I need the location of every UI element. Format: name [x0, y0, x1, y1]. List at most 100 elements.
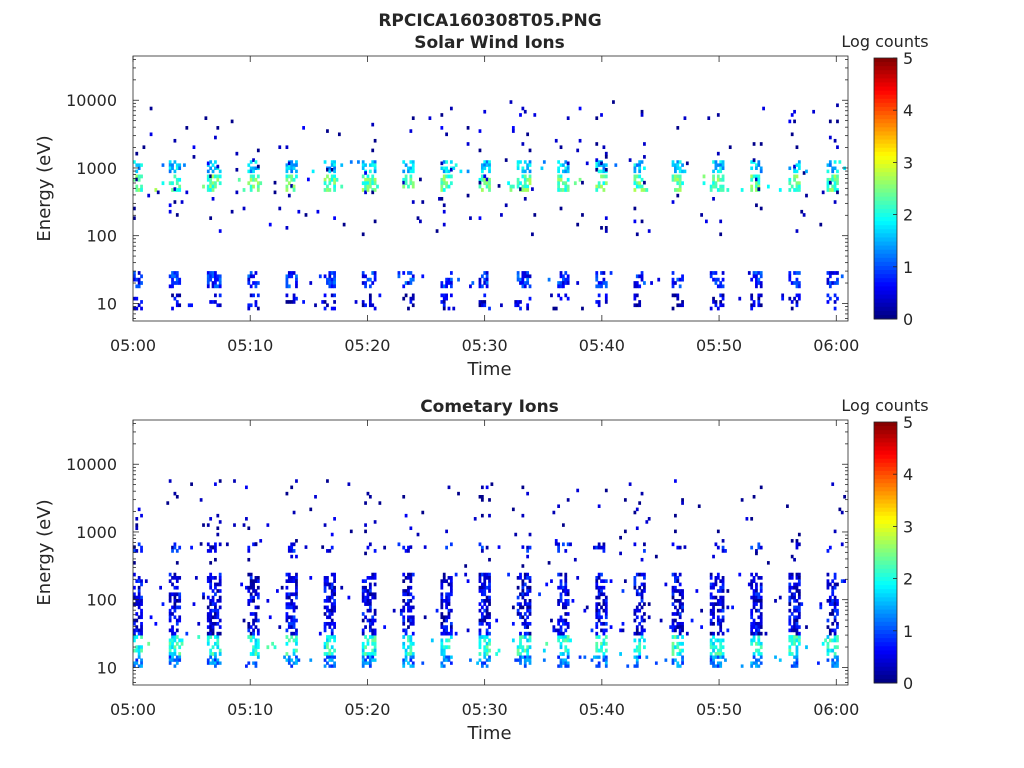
heatmap-cell — [788, 638, 792, 643]
heatmap-cell — [638, 585, 642, 590]
heatmap-cell — [371, 188, 375, 192]
heatmap-cell — [559, 641, 563, 646]
heatmap-cell — [364, 615, 367, 620]
heatmap-cell — [559, 658, 563, 662]
heatmap-cell — [135, 602, 139, 606]
heatmap-cell — [488, 163, 491, 167]
heatmap-cell — [759, 545, 763, 550]
heatmap-cell — [709, 652, 713, 656]
heatmap-cell — [209, 271, 213, 275]
heatmap-cell — [440, 652, 444, 656]
heatmap-cell — [364, 599, 367, 603]
heatmap-cell — [638, 572, 642, 577]
heatmap-cell — [326, 167, 329, 172]
heatmap-cell — [373, 658, 377, 662]
heatmap-cell — [793, 585, 796, 590]
heatmap-cell — [790, 635, 794, 639]
heatmap-cell — [211, 300, 215, 304]
heatmap-cell — [681, 163, 684, 167]
heatmap-cell — [214, 612, 217, 616]
heatmap-cell — [757, 281, 761, 285]
heatmap-cell — [671, 602, 675, 606]
heatmap-cell — [716, 151, 720, 156]
heatmap-cell — [828, 135, 832, 140]
heatmap-cell — [254, 576, 258, 580]
heatmap-cell — [523, 631, 527, 636]
heatmap-cell — [526, 572, 530, 577]
heatmap-cell — [216, 513, 220, 518]
heatmap-cell — [411, 661, 415, 665]
heatmap-cell — [435, 229, 439, 233]
heatmap-cell — [249, 638, 253, 643]
heatmap-cell — [409, 579, 413, 583]
heatmap-cell — [521, 142, 525, 146]
heatmap-cell — [249, 625, 253, 629]
heatmap-cell — [709, 602, 713, 606]
heatmap-cell — [604, 488, 608, 493]
heatmap-cell — [633, 181, 637, 186]
heatmap-cell — [254, 638, 258, 643]
heatmap-cell — [218, 174, 222, 179]
heatmap-cell — [828, 180, 832, 185]
heatmap-cell — [483, 271, 487, 275]
heatmap-cell — [392, 608, 396, 613]
heatmap-cell — [171, 545, 174, 550]
heatmap-cell — [597, 592, 601, 597]
heatmap-cell — [256, 188, 260, 192]
heatmap-cell — [137, 163, 141, 167]
heatmap-cell — [831, 579, 835, 583]
heatmap-cell — [371, 281, 375, 285]
heatmap-cell — [442, 572, 446, 577]
heatmap-cell — [364, 585, 367, 590]
heatmap-cell — [404, 293, 408, 298]
heatmap-cell — [245, 517, 248, 521]
heatmap-cell — [528, 658, 532, 662]
heatmap-cell — [523, 582, 527, 587]
heatmap-cell — [528, 169, 532, 174]
heatmap-cell — [797, 576, 801, 580]
heatmap-cell — [295, 582, 298, 587]
heatmap-cell — [671, 628, 675, 633]
heatmap-cell — [287, 638, 291, 643]
heatmap-cell — [485, 641, 489, 646]
heatmap-cell — [671, 612, 675, 616]
heatmap-cell — [442, 658, 446, 662]
heatmap-cell — [521, 564, 525, 568]
heatmap-cell — [595, 595, 599, 600]
heatmap-cell — [755, 174, 758, 179]
heatmap-cell — [759, 142, 763, 146]
heatmap-cell — [361, 652, 365, 656]
heatmap-cell — [449, 621, 453, 626]
heatmap-cell — [509, 188, 513, 192]
heatmap-cell — [407, 184, 410, 189]
heatmap-cell — [483, 602, 487, 606]
heatmap-cell — [836, 281, 839, 285]
heatmap-cell — [640, 582, 644, 587]
heatmap-cell — [523, 177, 527, 182]
heatmap-cell — [519, 572, 522, 577]
heatmap-cell — [135, 618, 139, 623]
heatmap-cell — [774, 655, 777, 659]
heatmap-cell — [249, 293, 253, 298]
heatmap-cell — [562, 274, 565, 279]
heatmap-cell — [757, 576, 761, 580]
heatmap-cell — [173, 631, 177, 636]
heatmap-cell — [137, 507, 141, 512]
heatmap-cell — [514, 303, 518, 308]
heatmap-cell — [521, 169, 525, 174]
heatmap-cell — [716, 284, 720, 289]
heatmap-cell — [485, 163, 489, 167]
heatmap-cell — [199, 542, 203, 546]
heatmap-cell — [397, 271, 401, 275]
colorbar-segment — [874, 515, 897, 521]
heatmap-cell — [821, 190, 825, 195]
heatmap-cell — [361, 595, 365, 600]
heatmap-cell — [361, 274, 365, 279]
heatmap-cell — [488, 648, 491, 653]
heatmap-cell — [364, 163, 367, 167]
heatmap-cell — [214, 542, 217, 547]
heatmap-cell — [214, 184, 217, 189]
heatmap-cell — [285, 491, 289, 496]
colorbar-segment — [874, 589, 897, 594]
heatmap-cell — [466, 169, 470, 174]
